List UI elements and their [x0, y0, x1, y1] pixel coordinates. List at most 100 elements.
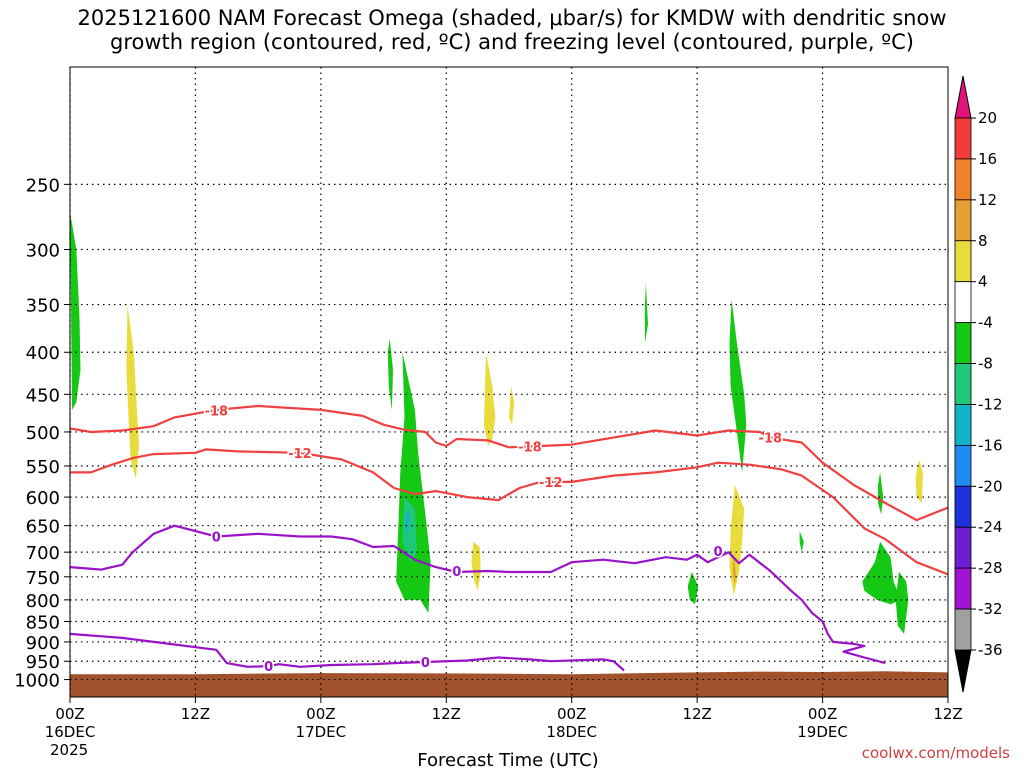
- omega-region-14: [799, 531, 804, 553]
- x-axis-label: Forecast Time (UTC): [417, 750, 598, 768]
- y-tick-label-300: 300: [26, 240, 60, 261]
- contour-line-3: [69, 632, 625, 672]
- omega-region-10: [729, 299, 747, 473]
- contour-line-0: [69, 404, 949, 522]
- omega-region-8: [471, 541, 481, 591]
- colorbar-top-arrow: [954, 75, 972, 119]
- y-tick-label-400: 400: [26, 343, 60, 364]
- colorbar-label-10: -24: [978, 518, 1003, 536]
- y-tick-label-350: 350: [26, 296, 60, 317]
- colorbar-label-7: -12: [978, 395, 1003, 413]
- x-tick-time-60: 12Z: [682, 705, 711, 723]
- colorbar-segment-1: [954, 158, 972, 201]
- colorbar-segment-0: [954, 117, 972, 160]
- colorbar-label-1: 16: [978, 150, 997, 168]
- colorbar-label-2: 12: [978, 191, 997, 209]
- omega-region-7: [509, 386, 515, 425]
- colorbar-segment-4: [954, 281, 972, 324]
- colorbar-label-13: -36: [978, 641, 1003, 659]
- omega-region-13: [687, 572, 699, 605]
- colorbar-label-0: 20: [978, 109, 997, 127]
- omega-region-9: [644, 283, 648, 344]
- omega-region-12: [732, 552, 736, 587]
- contour-label-0-1: -18: [518, 441, 542, 456]
- colorbar-bottom-arrow: [954, 649, 972, 693]
- x-tick-date-48: 18DEC: [546, 723, 597, 741]
- x-tick-time-84: 12Z: [933, 705, 962, 723]
- y-tick-label-500: 500: [26, 423, 60, 444]
- omega-region-3: [396, 352, 431, 613]
- contour-line-1: [70, 448, 949, 576]
- contour-label-1-0: -12: [288, 447, 312, 462]
- contour-label-2-1: 0: [452, 565, 461, 580]
- colorbar-segment-9: [954, 485, 972, 528]
- omega-region-18: [915, 459, 923, 503]
- colorbar-segment-7: [954, 404, 972, 446]
- colorbar-label-12: -32: [978, 600, 1003, 618]
- grid-lines: [69, 67, 948, 697]
- surface-fill: [70, 671, 948, 697]
- colorbar-label-6: -8: [978, 355, 993, 373]
- x-tick-time-48: 00Z: [557, 705, 586, 723]
- colorbar-segment-5: [954, 322, 972, 364]
- y-axis-ticks: 2503003504004505005506006507007508008509…: [14, 175, 70, 692]
- surface-terrain: [70, 671, 948, 697]
- contour-line-2: [69, 524, 886, 665]
- x-tick-time-0: 00Z: [55, 705, 84, 723]
- y-tick-label-950: 950: [26, 652, 60, 673]
- y-tick-label-850: 850: [26, 613, 60, 634]
- colorbar-label-4: 4: [978, 273, 988, 291]
- colorbar-label-3: 8: [978, 232, 988, 250]
- x-tick-date-24: 17DEC: [296, 723, 347, 741]
- chart-title: 2025121600 NAM Forecast Omega (shaded, μ…: [77, 6, 947, 54]
- y-tick-label-600: 600: [26, 488, 60, 509]
- credit-text: coolwx.com/models: [861, 744, 1010, 762]
- colorbar-segment-6: [954, 363, 972, 405]
- colorbar-segment-3: [954, 240, 972, 283]
- y-tick-label-900: 900: [26, 633, 60, 654]
- contour-label-2-0: 0: [212, 531, 221, 546]
- y-tick-label-700: 700: [26, 543, 60, 564]
- omega-region-1: [126, 304, 139, 479]
- y-tick-label-750: 750: [26, 568, 60, 589]
- contour-label-1-1: -12: [539, 476, 563, 491]
- colorbar-label-5: -4: [978, 314, 993, 332]
- y-tick-label-550: 550: [26, 457, 60, 478]
- omega-region-2: [387, 338, 393, 410]
- omega-shading: [70, 211, 923, 634]
- x-tick-date-0: 16DEC: [45, 723, 96, 741]
- omega-region-17: [895, 572, 909, 634]
- colorbar-segment-2: [954, 199, 972, 242]
- contour-label-3-0: 0: [264, 660, 273, 675]
- contour-label-0-0: -18: [205, 405, 229, 420]
- contour-label-2-2: 0: [714, 545, 723, 560]
- contour-label-0-2: -18: [759, 432, 783, 447]
- y-tick-label-1000: 1000: [14, 671, 60, 692]
- omega-region-0: [70, 211, 81, 410]
- colorbar: 20 16 12 8 4 -4 -8 -12 -16 -20 -24 -28 -32 -36: [954, 75, 1003, 693]
- omega-region-16: [862, 541, 901, 605]
- x-tick-time-36: 12Z: [432, 705, 461, 723]
- colorbar-segment-10: [954, 526, 972, 569]
- omega-region-6: [483, 352, 496, 446]
- colorbar-label-8: -16: [978, 436, 1003, 454]
- colorbar-label-11: -28: [978, 559, 1003, 577]
- x-tick-time-72: 00Z: [808, 705, 837, 723]
- y-tick-label-250: 250: [26, 175, 60, 196]
- x-tick-year-0: 2025: [50, 741, 88, 759]
- x-tick-date-72: 19DEC: [797, 723, 848, 741]
- contour-lines: -18 -18 -18 -12 -12 0 0 0 0 0: [69, 403, 949, 677]
- colorbar-segment-11: [954, 567, 972, 610]
- contour-label-3-1: 0: [421, 656, 430, 671]
- plot-frame: [69, 66, 949, 698]
- colorbar-label-9: -20: [978, 477, 1003, 495]
- x-tick-time-12: 12Z: [181, 705, 210, 723]
- colorbar-segment-8: [954, 444, 972, 487]
- colorbar-segment-12: [954, 608, 972, 651]
- y-tick-label-800: 800: [26, 591, 60, 612]
- y-tick-label-650: 650: [26, 517, 60, 538]
- omega-region-11: [729, 485, 745, 596]
- omega-region-15: [878, 472, 884, 515]
